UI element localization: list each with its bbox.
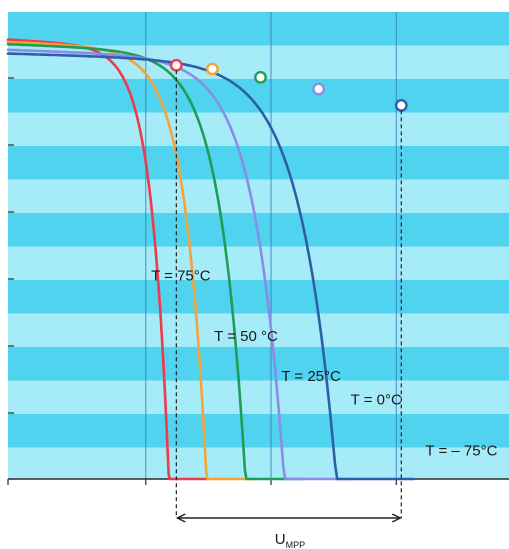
background-band <box>8 112 509 146</box>
mpp-markers <box>169 58 408 112</box>
umpp-label: UMPP <box>275 531 305 549</box>
background-band <box>8 347 509 381</box>
mpp-marker <box>254 70 267 84</box>
background-band <box>8 280 509 314</box>
background-band <box>8 380 509 414</box>
background-band <box>8 146 509 180</box>
grid-lines <box>145 12 397 479</box>
iv-curve <box>6 42 304 481</box>
iv-curve <box>6 40 256 481</box>
background-bands <box>8 12 509 479</box>
umpp-arrowhead-right <box>391 513 402 523</box>
curve-label: T = 25°C <box>281 368 341 385</box>
umpp-arrowhead-left <box>175 513 186 523</box>
umpp-subscript: MPP <box>286 540 306 549</box>
curve-label: T = 75°C <box>151 268 211 285</box>
curve-label: T = 50 °C <box>214 328 278 345</box>
background-band <box>8 179 509 213</box>
background-band <box>8 414 509 448</box>
background-band <box>8 447 509 479</box>
curve-label: T = – 75°C <box>425 443 497 460</box>
curve-label: T = 0°C <box>351 391 402 408</box>
background-band <box>8 246 509 280</box>
background-band <box>8 313 509 347</box>
mpp-marker <box>169 58 183 72</box>
background-band <box>8 12 509 46</box>
mpp-marker <box>394 99 408 112</box>
mpp-marker <box>206 62 219 76</box>
mpp-marker <box>312 82 326 96</box>
curve-labels: T = 75°C T = 50 °C T = 25°C T = 0°C T = – 75… <box>151 268 497 460</box>
